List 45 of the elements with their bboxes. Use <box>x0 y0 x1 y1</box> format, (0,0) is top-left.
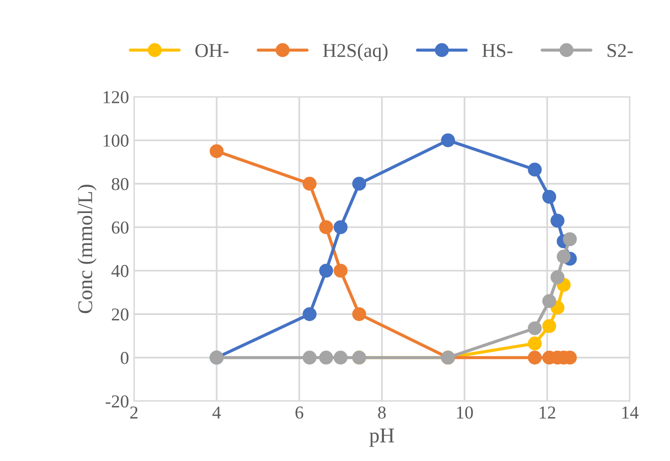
x-tick-label: 2 <box>130 406 138 418</box>
point <box>542 294 556 308</box>
y-tick-label: 60 <box>112 221 128 234</box>
point <box>542 190 556 204</box>
point <box>550 214 564 228</box>
point <box>302 176 317 191</box>
point <box>352 176 366 191</box>
y-tick-label: 20 <box>112 308 128 321</box>
point <box>302 307 317 322</box>
point <box>319 220 334 234</box>
point <box>334 264 348 278</box>
legend-label: HS- <box>482 44 512 58</box>
x-tick-label: 4 <box>212 406 221 418</box>
point <box>352 307 366 322</box>
point <box>556 250 571 264</box>
y-tick-label: 80 <box>112 178 128 190</box>
point <box>528 350 542 365</box>
point <box>528 321 542 336</box>
y-tick-label: 120 <box>104 91 128 104</box>
y-tick-label: 100 <box>104 134 128 147</box>
x-axis-title: pH <box>370 428 394 447</box>
y-tick-label: -20 <box>106 395 128 408</box>
x-tick-label: 8 <box>378 406 386 419</box>
x-tick-label: 12 <box>540 406 556 418</box>
legend-label: S2- <box>608 44 633 58</box>
point <box>334 350 348 365</box>
point <box>562 232 577 246</box>
point <box>441 133 455 148</box>
point <box>319 264 334 278</box>
point <box>528 336 542 350</box>
legend-label: H2S(aq) <box>323 43 388 62</box>
point <box>334 220 348 234</box>
y-tick-label: 40 <box>111 264 128 278</box>
x-tick-label: 6 <box>296 406 304 419</box>
point <box>319 350 334 365</box>
legend-label: OH- <box>195 44 228 58</box>
point <box>302 350 317 365</box>
x-tick-label: 10 <box>457 406 473 419</box>
y-axis-title: Conc (mmol/L) <box>78 184 96 314</box>
y-tick-label: 0 <box>120 352 128 364</box>
point <box>210 144 224 158</box>
point <box>542 319 556 334</box>
point <box>528 162 542 177</box>
point <box>550 270 564 284</box>
x-tick-label: 14 <box>622 406 639 418</box>
